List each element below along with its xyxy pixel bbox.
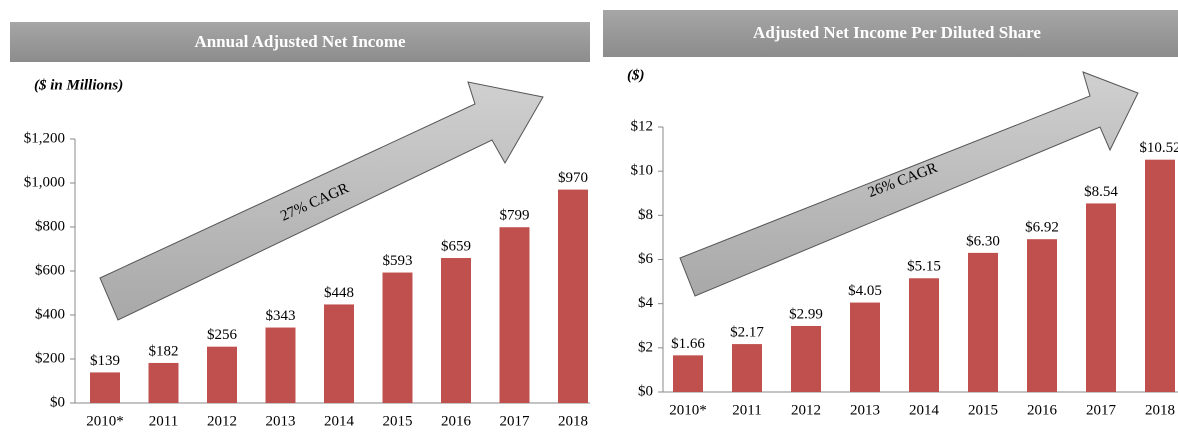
value-label: $970 — [558, 170, 588, 186]
x-tick-label: 2013 — [850, 402, 880, 418]
x-tick-label: 2015 — [383, 413, 413, 429]
bar — [850, 302, 880, 392]
x-tick-label: 2013 — [266, 413, 296, 429]
y-tick-label: $0 — [638, 383, 653, 399]
bar — [558, 189, 588, 403]
growth-arrow — [679, 71, 1139, 297]
value-label: $10.52 — [1139, 140, 1178, 156]
value-label: $5.15 — [907, 259, 941, 275]
x-tick-label: 2015 — [968, 402, 998, 418]
value-label: $4.05 — [848, 283, 882, 299]
y-tick-label: $200 — [35, 350, 65, 366]
bar — [499, 227, 530, 403]
y-tick-label: $4 — [638, 295, 654, 311]
x-tick-label: 2010* — [86, 413, 124, 429]
value-label: $139 — [90, 353, 120, 369]
y-tick-label: $6 — [638, 251, 654, 267]
value-label: $182 — [149, 343, 179, 359]
bar — [732, 344, 762, 392]
value-label: $1.66 — [671, 336, 705, 352]
bar — [382, 272, 413, 403]
value-label: $6.30 — [966, 233, 1000, 249]
bar — [90, 372, 120, 403]
y-tick-label: $12 — [631, 118, 654, 134]
bar — [791, 325, 821, 392]
value-label: $799 — [500, 208, 530, 224]
x-tick-label: 2016 — [441, 413, 472, 429]
chart-subtitle: ($ in Millions) — [34, 77, 123, 93]
bar — [1145, 159, 1175, 392]
x-tick-label: 2018 — [1145, 402, 1175, 418]
bar — [1027, 239, 1057, 392]
value-label: $343 — [266, 308, 296, 324]
y-tick-label: $600 — [35, 262, 65, 278]
chart-title: Annual Adjusted Net Income — [194, 32, 406, 51]
value-label: $593 — [383, 253, 413, 269]
bar — [441, 258, 471, 403]
y-tick-label: $8 — [638, 207, 653, 223]
x-tick-label: 2010* — [669, 402, 707, 418]
x-tick-label: 2012 — [791, 402, 821, 418]
growth-arrow — [99, 81, 544, 321]
bar — [207, 346, 237, 403]
y-tick-label: $800 — [35, 218, 65, 234]
bar — [324, 304, 354, 403]
x-tick-label: 2018 — [558, 413, 588, 429]
y-tick-label: $400 — [35, 306, 65, 322]
bar — [148, 362, 179, 403]
bar — [1086, 203, 1116, 392]
value-label: $6.92 — [1025, 220, 1059, 236]
value-label: $448 — [324, 285, 354, 301]
value-label: $256 — [207, 327, 238, 343]
x-tick-label: 2014 — [324, 413, 355, 429]
y-tick-label: $10 — [631, 163, 654, 179]
x-tick-label: 2012 — [207, 413, 237, 429]
chart-title: Adjusted Net Income Per Diluted Share — [753, 23, 1041, 42]
bar — [673, 355, 703, 392]
bar — [968, 252, 998, 392]
y-tick-label: $2 — [638, 339, 653, 355]
bar — [909, 278, 939, 392]
x-tick-label: 2011 — [149, 413, 178, 429]
y-tick-label: $1,000 — [24, 174, 65, 190]
x-tick-label: 2016 — [1027, 402, 1058, 418]
x-tick-label: 2011 — [732, 402, 761, 418]
x-tick-label: 2017 — [500, 413, 531, 429]
value-label: $2.99 — [789, 306, 823, 322]
y-tick-label: $1,200 — [24, 130, 65, 146]
bar — [265, 327, 296, 403]
chart-subtitle: ($) — [627, 67, 645, 83]
value-label: $8.54 — [1084, 184, 1118, 200]
value-label: $2.17 — [730, 325, 764, 341]
x-tick-label: 2014 — [909, 402, 940, 418]
header-bar — [603, 10, 1178, 57]
x-tick-label: 2017 — [1086, 402, 1117, 418]
header-bar — [10, 22, 590, 62]
y-tick-label: $0 — [50, 394, 65, 410]
value-label: $659 — [441, 238, 471, 254]
